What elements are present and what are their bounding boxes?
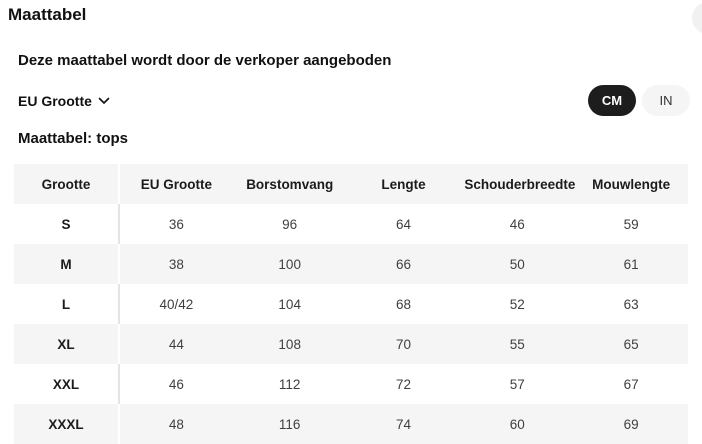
size-cell: M bbox=[14, 244, 120, 284]
table-row: M 38 100 66 50 61 bbox=[14, 244, 688, 284]
size-table-container: Grootte EU Grootte Borstomvang Lengte Schoud… bbox=[14, 164, 688, 444]
value-cell: 48 bbox=[168, 416, 184, 432]
value-cell: 63 bbox=[623, 296, 639, 312]
close-button[interactable] bbox=[692, 2, 702, 34]
value-cell: 61 bbox=[623, 256, 639, 272]
value-cell: 116 bbox=[278, 416, 301, 432]
size-system-label: EU Grootte bbox=[18, 92, 92, 109]
table-title: Maattabel: tops bbox=[18, 130, 129, 147]
size-cell: S bbox=[14, 204, 120, 244]
header-cell: Schouderbreedte bbox=[464, 176, 576, 192]
size-table-header: Grootte EU Grootte Borstomvang Lengte Schoud… bbox=[14, 164, 688, 204]
value-cell: 108 bbox=[278, 336, 301, 352]
table-row: S 36 96 64 46 59 bbox=[14, 204, 688, 244]
header-cell: Borstomvang bbox=[246, 176, 334, 192]
value-cell: 66 bbox=[395, 256, 411, 272]
controls-row: EU Grootte CM IN bbox=[18, 85, 690, 116]
value-cell: 96 bbox=[282, 216, 298, 232]
size-system-dropdown[interactable]: EU Grootte bbox=[18, 93, 110, 109]
chevron-down-icon bbox=[98, 97, 110, 105]
table-row: XXXL 48 116 74 60 69 bbox=[14, 404, 688, 444]
value-cell: 68 bbox=[395, 296, 411, 312]
header-cell: Grootte bbox=[14, 164, 120, 204]
value-cell: 38 bbox=[168, 256, 184, 272]
value-cell: 72 bbox=[395, 376, 411, 392]
page-title: Maattabel bbox=[8, 5, 87, 24]
value-cell: 100 bbox=[278, 256, 301, 272]
size-cell: XXXL bbox=[14, 404, 120, 444]
value-cell: 112 bbox=[278, 376, 301, 392]
value-cell: 74 bbox=[395, 416, 411, 432]
value-cell: 46 bbox=[509, 216, 525, 232]
table-row: XXL 46 112 72 57 67 bbox=[14, 364, 688, 404]
header-cell: Mouwlengte bbox=[592, 176, 671, 192]
size-cell: L bbox=[14, 284, 120, 324]
table-row: L 40/42 104 68 52 63 bbox=[14, 284, 688, 324]
value-cell: 46 bbox=[168, 376, 184, 392]
value-cell: 50 bbox=[509, 256, 525, 272]
unit-toggle: CM IN bbox=[588, 85, 690, 116]
size-table: Grootte EU Grootte Borstomvang Lengte Schoud… bbox=[14, 164, 688, 444]
header-cell: Lengte bbox=[381, 176, 426, 192]
header-row: Grootte EU Grootte Borstomvang Lengte Schoud… bbox=[14, 164, 688, 204]
value-cell: 65 bbox=[623, 336, 639, 352]
header-cell: EU Grootte bbox=[140, 176, 213, 192]
value-cell: 44 bbox=[168, 336, 184, 352]
value-cell: 52 bbox=[509, 296, 525, 312]
value-cell: 67 bbox=[623, 376, 639, 392]
value-cell: 104 bbox=[278, 296, 301, 312]
value-cell: 60 bbox=[509, 416, 525, 432]
unit-cm-button[interactable]: CM bbox=[588, 85, 636, 116]
seller-provided-note: Deze maattabel wordt door de verkoper aa… bbox=[18, 52, 392, 69]
value-cell: 55 bbox=[509, 336, 525, 352]
unit-in-button[interactable]: IN bbox=[642, 85, 690, 116]
size-cell: XL bbox=[14, 324, 120, 364]
size-cell: XXL bbox=[14, 364, 120, 404]
value-cell: 70 bbox=[395, 336, 411, 352]
value-cell: 40/42 bbox=[159, 296, 194, 312]
table-row: XL 44 108 70 55 65 bbox=[14, 324, 688, 364]
size-table-body: S 36 96 64 46 59 M 38 100 66 50 61 L 40/42 104 68 52 63 XL… bbox=[14, 204, 688, 444]
value-cell: 36 bbox=[168, 216, 184, 232]
value-cell: 69 bbox=[623, 416, 639, 432]
value-cell: 64 bbox=[395, 216, 411, 232]
value-cell: 59 bbox=[623, 216, 639, 232]
value-cell: 57 bbox=[509, 376, 525, 392]
